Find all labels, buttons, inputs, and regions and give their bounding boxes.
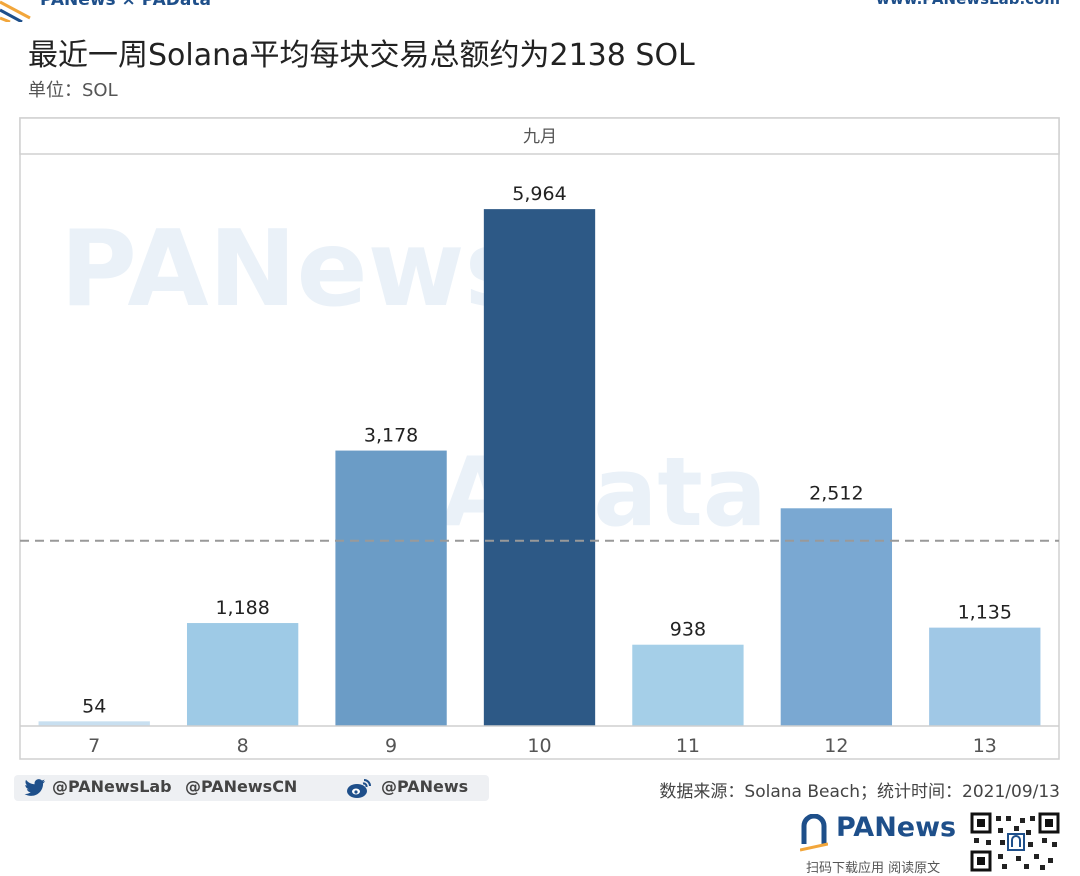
data-source: 数据来源：Solana Beach；统计时间：2021/09/13 (659, 782, 1060, 802)
bars-group (38, 209, 1041, 726)
x-tick-9: 9 (385, 735, 397, 757)
value-label-13: 1,135 (958, 602, 1012, 624)
bar-11 (632, 644, 744, 726)
value-label-7: 54 (82, 695, 106, 717)
twitter-icon (24, 779, 46, 796)
bar-12 (780, 508, 893, 726)
brand-url: www.PANewsLab.com (876, 0, 1060, 8)
x-tick-8: 8 (237, 735, 249, 757)
bar-13 (929, 627, 1041, 726)
x-tick-labels-group: 7 8 9 10 11 12 13 (88, 735, 997, 757)
bar-9 (335, 450, 447, 726)
brand-left: PANews × PAData (40, 0, 211, 10)
bar-7 (38, 721, 150, 726)
chart-unit: 单位：SOL (28, 80, 118, 101)
chart-panel-header-bg (19, 117, 1060, 155)
chart-title: 最近一周Solana平均每块交易总额约为2138 SOL (28, 38, 695, 73)
x-tick-7: 7 (88, 735, 100, 757)
x-tick-11: 11 (676, 735, 700, 757)
top-brand-bar: PANews × PAData www.PANewsLab.com (0, 0, 1080, 22)
twitter-handle-lab: @PANewsLab (52, 777, 172, 796)
twitter-handle-cn: @PANewsCN (185, 777, 298, 796)
social-bar-bg (14, 775, 489, 801)
value-label-9: 3,178 (364, 425, 418, 447)
value-label-11: 938 (670, 619, 706, 641)
value-label-12: 2,512 (809, 482, 863, 504)
scan-to-read-text: 扫码下载应用 阅读原文 (806, 861, 941, 876)
chart-panel-header: 九月 (523, 127, 557, 147)
weibo-icon (347, 779, 371, 798)
value-labels-group: 54 1,188 3,178 5,964 938 2,512 1,135 (82, 183, 1012, 717)
panews-logo-icon (800, 814, 828, 852)
watermark-panews: PANews (60, 208, 527, 330)
weibo-handle: @PANews (381, 777, 469, 796)
x-tick-12: 12 (824, 735, 848, 757)
bar-8 (186, 623, 299, 726)
value-label-8: 1,188 (215, 597, 269, 619)
panews-corner-logo-icon (0, 0, 31, 22)
qr-code-icon (970, 812, 1060, 872)
value-label-10: 5,964 (512, 183, 566, 205)
bar-10 (483, 209, 596, 726)
x-tick-10: 10 (527, 735, 551, 757)
x-tick-13: 13 (973, 735, 997, 757)
panews-logo-text: PANews (836, 812, 957, 843)
